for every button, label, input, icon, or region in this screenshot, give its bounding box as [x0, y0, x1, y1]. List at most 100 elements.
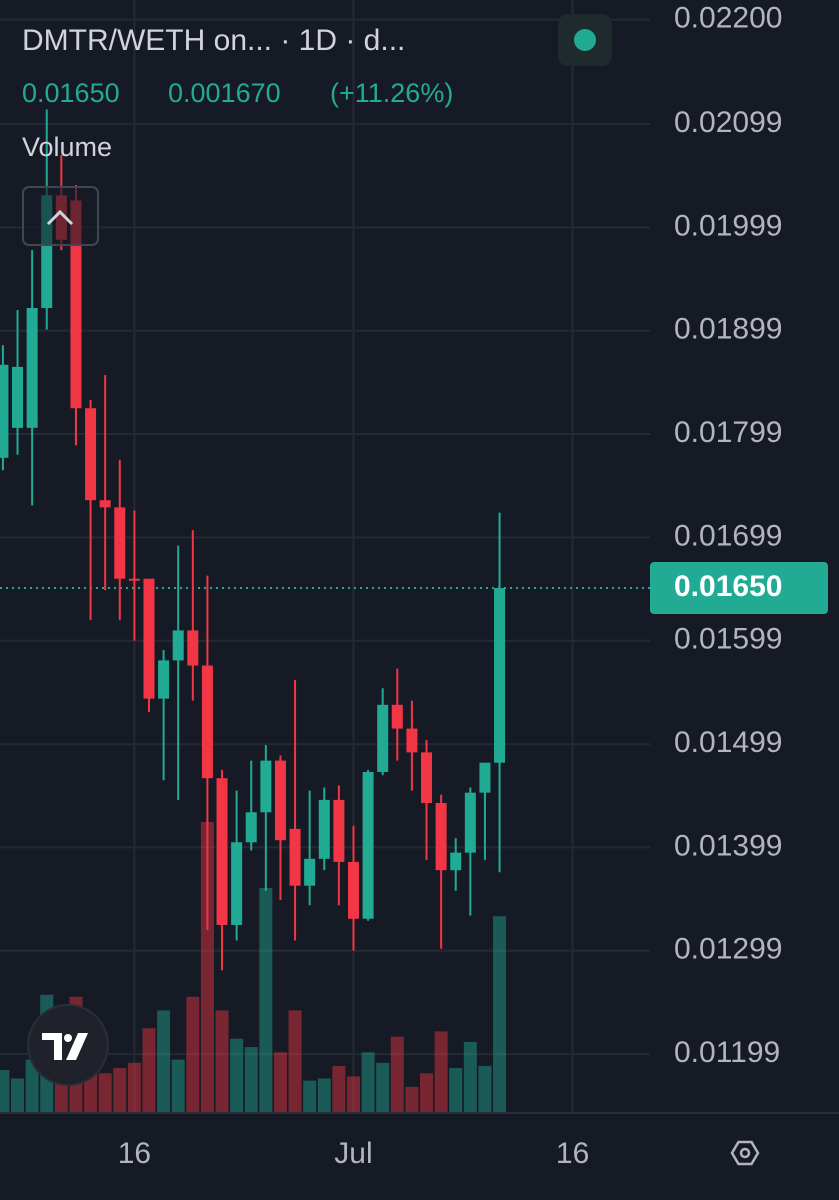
volume-bar [0, 1070, 10, 1112]
candle-body [0, 364, 9, 458]
volume-bar [303, 1080, 317, 1112]
x-tick-label: 16 [118, 1137, 151, 1170]
logo[interactable] [27, 1004, 109, 1086]
candle-body [435, 802, 447, 871]
change: 0.001670 [168, 78, 281, 108]
chart-title: DMTR/WETH on... · 1D · d... [22, 24, 405, 57]
volume-bar [346, 1076, 360, 1112]
candle-body [494, 588, 506, 763]
chevron-icon [46, 209, 74, 226]
collapse-button[interactable] [22, 186, 99, 246]
volume-bar [127, 1062, 141, 1112]
candle-body [12, 366, 24, 428]
y-tick-label: 0.01499 [674, 726, 782, 759]
logo-circle[interactable] [27, 1004, 109, 1086]
x-tick-label: 16 [556, 1137, 589, 1170]
volume-bar [405, 1086, 419, 1112]
volume-bar [25, 1059, 39, 1112]
overlay: DMTR/WETH on... · 1D · d... 0.01650 0.00… [0, 2, 839, 1170]
status-dot [574, 29, 596, 51]
candle-body [216, 778, 228, 925]
volume-bar [230, 1038, 244, 1112]
y-tick-label: 0.01399 [674, 829, 782, 862]
y-tick-label: 0.01299 [674, 933, 782, 966]
volume-bar [288, 1010, 302, 1112]
volume-bar [142, 1028, 156, 1112]
candle-body [260, 760, 272, 813]
x-tick-label: Jul [334, 1137, 372, 1170]
grid [0, 0, 650, 1112]
candle-body [99, 500, 111, 508]
volume-bar [273, 1052, 287, 1112]
volume-label: Volume [22, 132, 112, 162]
volume-bar [449, 1068, 463, 1112]
candle-body [304, 858, 316, 886]
volume-bar [244, 1047, 258, 1112]
logo-mark [42, 1033, 88, 1060]
candle-body [85, 408, 97, 501]
candle-body [479, 762, 491, 793]
candle-body [464, 792, 476, 853]
settings-icon-center [739, 1147, 751, 1159]
change-pct: (+11.26%) [330, 78, 453, 108]
candle-body [333, 799, 345, 862]
volume-bar [361, 1052, 375, 1112]
candle-body [421, 752, 433, 803]
last-price-label: 0.01650 [674, 570, 782, 603]
candle-body [377, 704, 389, 772]
volume-bar [200, 822, 214, 1112]
candle-body [318, 799, 330, 859]
last-price-badge [650, 562, 828, 615]
candle-body [26, 307, 38, 428]
logo-dot [64, 1034, 72, 1042]
y-tick-label: 0.01999 [674, 209, 782, 242]
status-indicator[interactable] [558, 14, 612, 66]
candles [0, 109, 506, 971]
volume-bar [420, 1073, 434, 1112]
candle-body [362, 771, 374, 919]
y-tick-label: 0.02099 [674, 106, 782, 139]
candle-body [143, 578, 155, 699]
candle-body [187, 630, 199, 666]
y-tick-label: 0.01799 [674, 416, 782, 449]
volume-bar [434, 1031, 448, 1112]
settings-icon[interactable] [730, 1140, 760, 1166]
y-tick-label: 0.02200 [674, 2, 782, 35]
candle-body [158, 660, 170, 699]
volume-bar [317, 1078, 331, 1112]
candle-body [274, 760, 286, 841]
y-tick-label: 0.01199 [674, 1036, 780, 1069]
candle-body [172, 630, 184, 661]
candle-body [70, 200, 82, 409]
volume-bar [332, 1065, 346, 1112]
volume-bar [98, 1073, 112, 1112]
candle-body [245, 812, 257, 843]
settings-button[interactable] [730, 1140, 760, 1166]
candle-body [391, 704, 403, 729]
candle-body [114, 507, 126, 579]
volume-bar [113, 1068, 127, 1112]
collapse-button-frame[interactable] [22, 186, 99, 246]
candle-body [347, 861, 359, 919]
volume-bar [215, 1010, 229, 1112]
candle-body [450, 852, 462, 871]
volume-bar [478, 1065, 492, 1112]
volume-bar [463, 1041, 477, 1112]
y-tick-label: 0.01899 [674, 313, 782, 346]
volume-bar [157, 1010, 171, 1112]
y-tick-label: 0.01599 [674, 623, 782, 656]
volume-bar [171, 1059, 185, 1112]
candle-body [231, 842, 243, 925]
volume-bar [11, 1078, 25, 1112]
volume-bar [259, 887, 273, 1112]
candle-body [201, 665, 213, 779]
candle-body [41, 195, 53, 308]
volume-bar [376, 1062, 390, 1112]
candle-body [406, 728, 418, 753]
y-tick-label: 0.01699 [674, 519, 782, 552]
candle-body [128, 578, 140, 581]
candle-body [289, 828, 301, 886]
volume-bar [186, 996, 200, 1112]
volume-bar [493, 916, 507, 1112]
